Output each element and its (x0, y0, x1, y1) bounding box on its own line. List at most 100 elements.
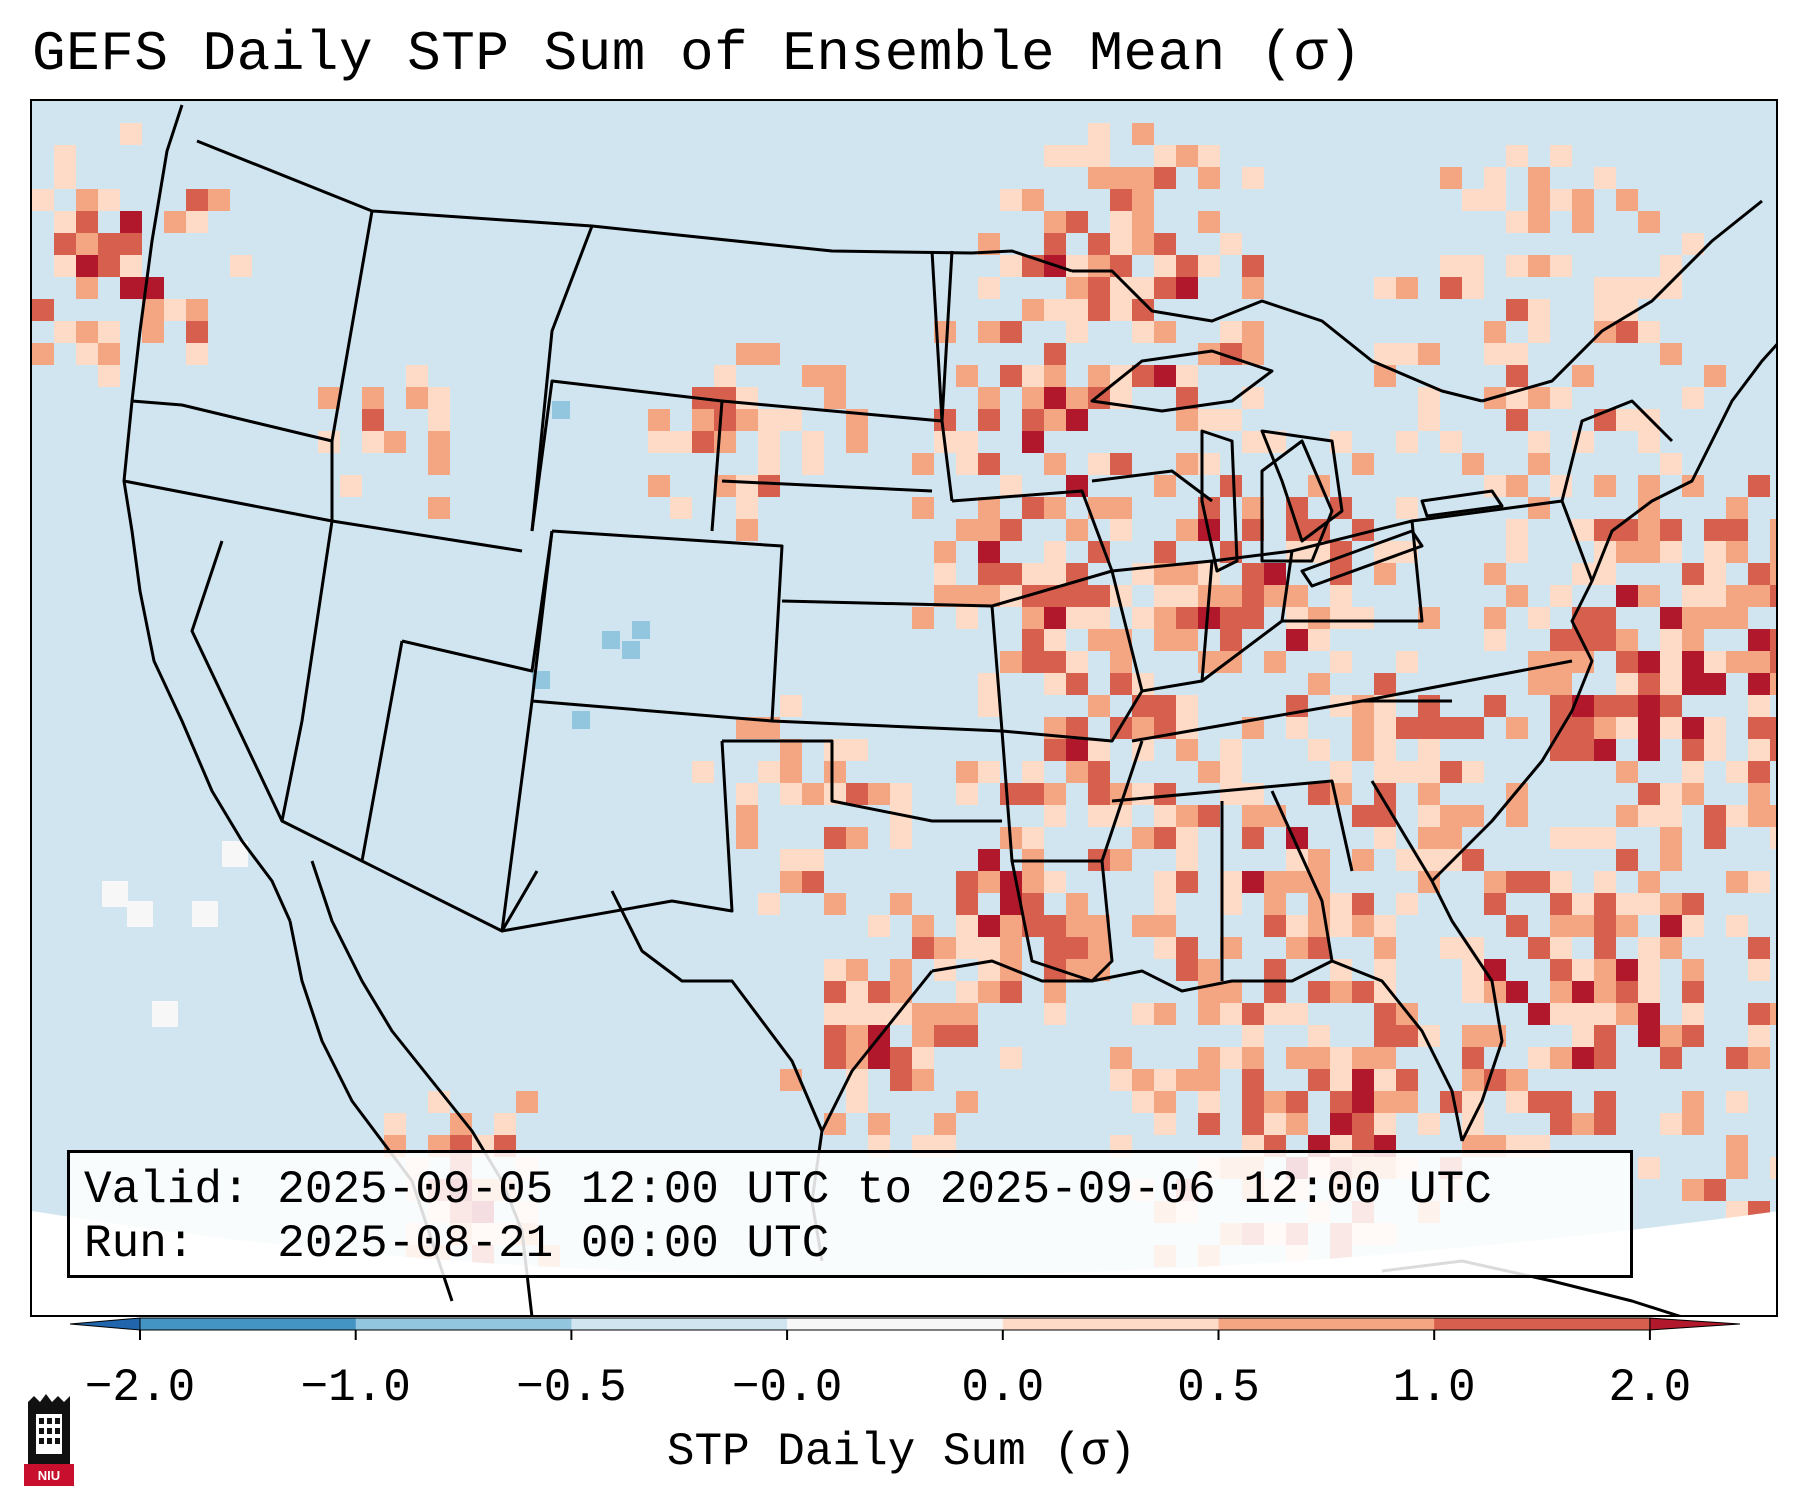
stp-anomaly-cell (1374, 563, 1396, 585)
stp-anomaly-cell (1088, 123, 1110, 145)
stp-anomaly-cell (868, 1113, 890, 1135)
stp-anomaly-cell (1418, 717, 1440, 739)
stp-anomaly-cell (1528, 189, 1550, 211)
stp-anomaly-cells (32, 123, 1776, 1315)
stp-anomaly-cell (1110, 277, 1132, 299)
stp-anomaly-cell (1154, 893, 1176, 915)
stp-anomaly-cell (1506, 145, 1528, 167)
stp-anomaly-cell (1044, 981, 1066, 1003)
stp-anomaly-cell (1352, 981, 1374, 1003)
stp-anomaly-cell (1528, 387, 1550, 409)
stp-anomaly-cell (1594, 981, 1616, 1003)
colorbar-segments (70, 1317, 1740, 1340)
stp-anomaly-cell (1132, 167, 1154, 189)
stp-anomaly-cell (1088, 761, 1110, 783)
stp-anomaly-cell (1770, 717, 1776, 739)
stp-anomaly-cell (1352, 1113, 1374, 1135)
stp-anomaly-cell (1330, 1113, 1352, 1135)
stp-anomaly-cell (802, 871, 824, 893)
stp-anomaly-cell (1220, 981, 1242, 1003)
florida-coastline (1430, 880, 1504, 1142)
stp-anomaly-cell (1616, 695, 1638, 717)
stp-anomaly-cell (1682, 233, 1704, 255)
stp-anomaly-cell (1044, 937, 1066, 959)
stp-anomaly-cell (956, 981, 978, 1003)
stp-anomaly-cell (1418, 739, 1440, 761)
stp-anomaly-cell (890, 981, 912, 1003)
stp-anomaly-cell (1440, 805, 1462, 827)
state-line-id (330, 210, 374, 521)
stp-anomaly-cell (1242, 607, 1264, 629)
stp-anomaly-cell (1176, 1069, 1198, 1091)
stp-anomaly-cell (736, 783, 758, 805)
stp-anomaly-cell (1550, 827, 1572, 849)
stp-anomaly-cell (868, 981, 890, 1003)
stp-anomaly-cell (1396, 1069, 1418, 1091)
stp-anomaly-cell (956, 893, 978, 915)
stp-anomaly-cell (1110, 453, 1132, 475)
stp-anomaly-cell (1462, 255, 1484, 277)
stp-anomaly-cell (1088, 233, 1110, 255)
map-panel[interactable] (30, 99, 1778, 1317)
stp-anomaly-cell (1286, 1003, 1308, 1025)
stp-anomaly-cell (1550, 1047, 1572, 1069)
stp-anomaly-cell (1176, 585, 1198, 607)
stp-anomaly-cell (406, 387, 428, 409)
stp-anomaly-cell (1088, 959, 1110, 981)
stp-anomaly-cell (824, 893, 846, 915)
michigan-lower (1260, 439, 1334, 563)
state-line-ks-ok (771, 719, 1003, 733)
stp-anomaly-cell (934, 409, 956, 431)
stp-anomaly-cell (1616, 717, 1638, 739)
stp-anomaly-cell (1000, 365, 1022, 387)
stp-anomaly-cell (1066, 673, 1088, 695)
stp-anomaly-cell (1066, 255, 1088, 277)
stp-anomaly-cell (1550, 915, 1572, 937)
stp-anomaly-cell (1638, 981, 1660, 1003)
stp-anomaly-cell (1704, 365, 1726, 387)
stp-anomaly-cell (1154, 541, 1176, 563)
stp-anomaly-cell (1440, 167, 1462, 189)
stp-anomaly-cell (1176, 739, 1198, 761)
stp-anomaly-cell (1000, 937, 1022, 959)
stp-anomaly-cell (1660, 277, 1682, 299)
stp-anomaly-cell (736, 387, 758, 409)
stp-anomaly-cell (758, 409, 780, 431)
stp-anomaly-cell (956, 431, 978, 453)
stp-anomaly-cell (1000, 475, 1022, 497)
stp-anomaly-cell (1132, 915, 1154, 937)
stp-anomaly-cell (1572, 1113, 1594, 1135)
stp-anomaly-cell (1132, 211, 1154, 233)
state-line-nv-az (280, 520, 363, 863)
stp-anomaly-cell (1308, 739, 1330, 761)
stp-anomaly-cell (978, 409, 1000, 431)
colorbar-tick-label: −0.0 (731, 1362, 843, 1414)
stp-anomaly-cell (956, 937, 978, 959)
colorbar-tick-label: 0.5 (1177, 1362, 1260, 1414)
map-canvas[interactable] (32, 101, 1778, 1317)
stp-anomaly-cell (1396, 1025, 1418, 1047)
stp-anomaly-cell (54, 211, 76, 233)
stp-anomaly-cell (1176, 145, 1198, 167)
stp-anomaly-cell (406, 365, 428, 387)
stp-anomaly-cell (1000, 651, 1022, 673)
stp-anomaly-cell (1550, 981, 1572, 1003)
stp-anomaly-cell (1352, 849, 1374, 871)
stp-anomaly-cell (1242, 1069, 1264, 1091)
colorbar-segment (1002, 1318, 1219, 1330)
stp-anomaly-cell (1660, 717, 1682, 739)
stp-anomaly-cell (736, 827, 758, 849)
stp-anomaly-cell (76, 277, 98, 299)
stp-anomaly-cell (934, 541, 956, 563)
stp-anomaly-cell (1198, 145, 1220, 167)
stp-anomaly-cell (1528, 211, 1550, 233)
stp-anomaly-cell (1748, 1003, 1770, 1025)
stp-anomaly-cell (1770, 805, 1776, 827)
stp-anomaly-cell (1572, 211, 1594, 233)
stp-anomaly-cell (934, 321, 956, 343)
stp-anomaly-cell (1154, 563, 1176, 585)
stp-anomaly-cell (1220, 1003, 1242, 1025)
stp-anomaly-cell (1044, 717, 1066, 739)
stp-anomaly-cell (1550, 871, 1572, 893)
colorbar (70, 1317, 1740, 1340)
